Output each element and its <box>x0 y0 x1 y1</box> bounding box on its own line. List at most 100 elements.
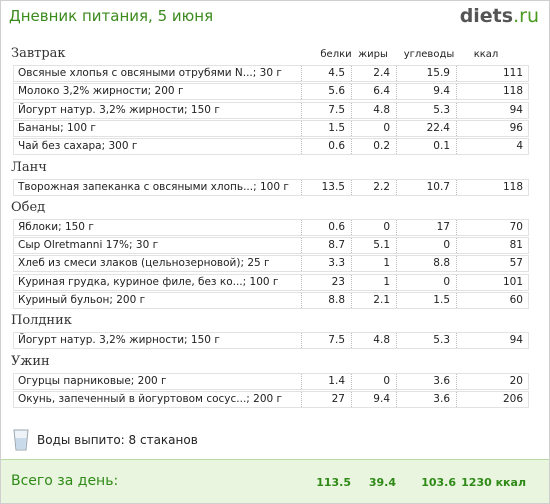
total-value: 113.5 <box>316 476 351 489</box>
nutrient-value: 15.9 <box>396 66 456 81</box>
nutrient-value: 1 <box>351 256 396 272</box>
nutrient-value: 27 <box>301 391 351 407</box>
nutrient-value: 2.2 <box>351 179 396 195</box>
food-row[interactable]: Овсяные хлопья с овсяными отрубями N...;… <box>13 65 529 82</box>
food-name: Куриная грудка, куриное филе, без ко...;… <box>18 275 279 288</box>
food-name: Молоко 3,2% жирности; 200 г <box>18 85 184 98</box>
food-row[interactable]: Молоко 3,2% жирности; 200 г 5.6 6.4 9.4 118 <box>13 83 529 101</box>
food-row[interactable]: Хлеб из смеси злаков (цельнозерновой); 2… <box>13 255 529 273</box>
nutrient-value: 111 <box>456 66 529 81</box>
nutrient-value: 206 <box>456 391 529 407</box>
total-value: 103.6 <box>421 476 456 489</box>
water-intake: Воды выпито: 8 стаканов <box>37 433 198 447</box>
nutrient-value: 7.5 <box>301 102 351 118</box>
nutrient-value: 22.4 <box>396 120 456 136</box>
nutrient-value: 20 <box>456 373 529 389</box>
nutrient-value: 0 <box>351 373 396 389</box>
nutrient-value: 94 <box>456 333 529 349</box>
food-name: Йогурт натур. 3,2% жирности; 150 г <box>18 334 220 347</box>
food-row[interactable]: Куриный бульон; 200 г 8.8 2.1 1.5 60 <box>13 292 529 309</box>
nutrient-value: 4.8 <box>351 102 396 118</box>
food-row[interactable]: Йогурт натур. 3,2% жирности; 150 г 7.5 4.8… <box>13 332 529 350</box>
nutrient-value: 7.5 <box>301 333 351 349</box>
food-row[interactable]: Сыр Olretmanni 17%; 30 г 8.7 5.1 0 81 <box>13 237 529 255</box>
nutrient-value: 0.6 <box>301 139 351 155</box>
section-title: Ланч <box>11 159 47 175</box>
column-header: белки <box>320 49 352 60</box>
nutrient-value: 94 <box>456 102 529 118</box>
nutrient-value: 4.5 <box>301 66 351 81</box>
totals-label: Всего за день: <box>11 473 119 489</box>
nutrient-value: 101 <box>456 274 529 290</box>
logo-name: diets <box>459 5 514 27</box>
section-title: Обед <box>11 199 46 215</box>
nutrient-value: 2.1 <box>351 293 396 308</box>
food-name: Сыр Olretmanni 17%; 30 г <box>18 239 159 252</box>
logo[interactable]: diets.ru <box>460 5 539 27</box>
totals-bar: Всего за день: 113.5 39.4 103.6 1230 ккал <box>1 459 549 503</box>
nutrient-value: 1.5 <box>301 120 351 136</box>
nutrient-value: 0 <box>351 219 396 235</box>
nutrient-value: 81 <box>456 238 529 254</box>
section-title: Ужин <box>11 353 50 369</box>
food-name: Овсяные хлопья с овсяными отрубями N...;… <box>18 67 282 79</box>
food-row[interactable]: Огурцы парниковые; 200 г 1.4 0 3.6 20 <box>13 372 529 390</box>
nutrient-value: 8.8 <box>396 256 456 272</box>
food-row[interactable]: Куриная грудка, куриное филе, без ко...;… <box>13 273 529 291</box>
nutrient-value: 5.1 <box>351 238 396 254</box>
nutrient-value: 1.4 <box>301 373 351 389</box>
nutrient-value: 0.1 <box>396 139 456 155</box>
food-name: Куриный бульон; 200 г <box>18 294 146 306</box>
nutrient-value: 60 <box>456 293 529 308</box>
logo-domain: .ru <box>513 5 539 27</box>
column-header: ккал <box>473 49 499 60</box>
food-row[interactable]: Йогурт натур. 3,2% жирности; 150 г 7.5 4.8… <box>13 101 529 119</box>
column-header: углеводы <box>403 49 455 60</box>
nutrient-value: 23 <box>301 274 351 290</box>
nutrient-value: 3.3 <box>301 256 351 272</box>
nutrient-value: 0.6 <box>301 219 351 235</box>
food-name: Творожная запеканка с овсяными хлопь...;… <box>18 180 289 193</box>
food-name: Окунь, запеченный в йогуртовом сосус...;… <box>18 392 283 405</box>
nutrient-value: 4.8 <box>351 333 396 349</box>
nutrient-value: 0.2 <box>351 139 396 155</box>
food-name: Бананы; 100 г <box>18 121 96 134</box>
food-name: Огурцы парниковые; 200 г <box>18 374 167 387</box>
nutrient-value: 3.6 <box>396 391 456 407</box>
nutrient-value: 6.4 <box>351 84 396 100</box>
nutrient-value: 57 <box>456 256 529 272</box>
nutrient-value: 118 <box>456 179 529 195</box>
food-name: Чай без сахара; 300 г <box>18 140 138 153</box>
nutrient-value: 70 <box>456 219 529 235</box>
food-row[interactable]: Чай без сахара; 300 г 0.6 0.2 0.1 4 <box>13 138 529 156</box>
nutrient-value: 0 <box>351 120 396 136</box>
nutrient-value: 8.7 <box>301 238 351 254</box>
nutrient-value: 118 <box>456 84 529 100</box>
nutrient-value: 5.3 <box>396 102 456 118</box>
title: Дневник питания, 5 июня <box>9 7 214 25</box>
nutrient-value: 0 <box>396 238 456 254</box>
column-header: жиры <box>358 49 388 60</box>
food-row[interactable]: Окунь, запеченный в йогуртовом сосус...;… <box>13 390 529 408</box>
nutrient-value: 1.5 <box>396 293 456 308</box>
food-row[interactable]: Бананы; 100 г 1.5 0 22.4 96 <box>13 119 529 137</box>
water-glass-icon <box>13 429 29 451</box>
nutrient-value: 2.4 <box>351 66 396 81</box>
nutrient-value: 9.4 <box>396 84 456 100</box>
nutrient-value: 10.7 <box>396 179 456 195</box>
nutrient-value: 4 <box>456 139 529 155</box>
nutrient-value: 1 <box>351 274 396 290</box>
section-title: Завтрак <box>11 46 66 61</box>
total-value: 1230 ккал <box>461 476 526 489</box>
nutrient-value: 96 <box>456 120 529 136</box>
food-name: Яблоки; 150 г <box>18 220 94 233</box>
food-row[interactable]: Творожная запеканка с овсяными хлопь...;… <box>13 178 529 196</box>
total-value: 39.4 <box>368 476 396 489</box>
nutrient-value: 5.6 <box>301 84 351 100</box>
section-title: Полдник <box>11 313 72 329</box>
nutrient-value: 3.6 <box>396 373 456 389</box>
nutrient-value: 8.8 <box>301 293 351 308</box>
food-row[interactable]: Яблоки; 150 г 0.6 0 17 70 <box>13 218 529 236</box>
nutrient-value: 5.3 <box>396 333 456 349</box>
nutrient-value: 0 <box>396 274 456 290</box>
